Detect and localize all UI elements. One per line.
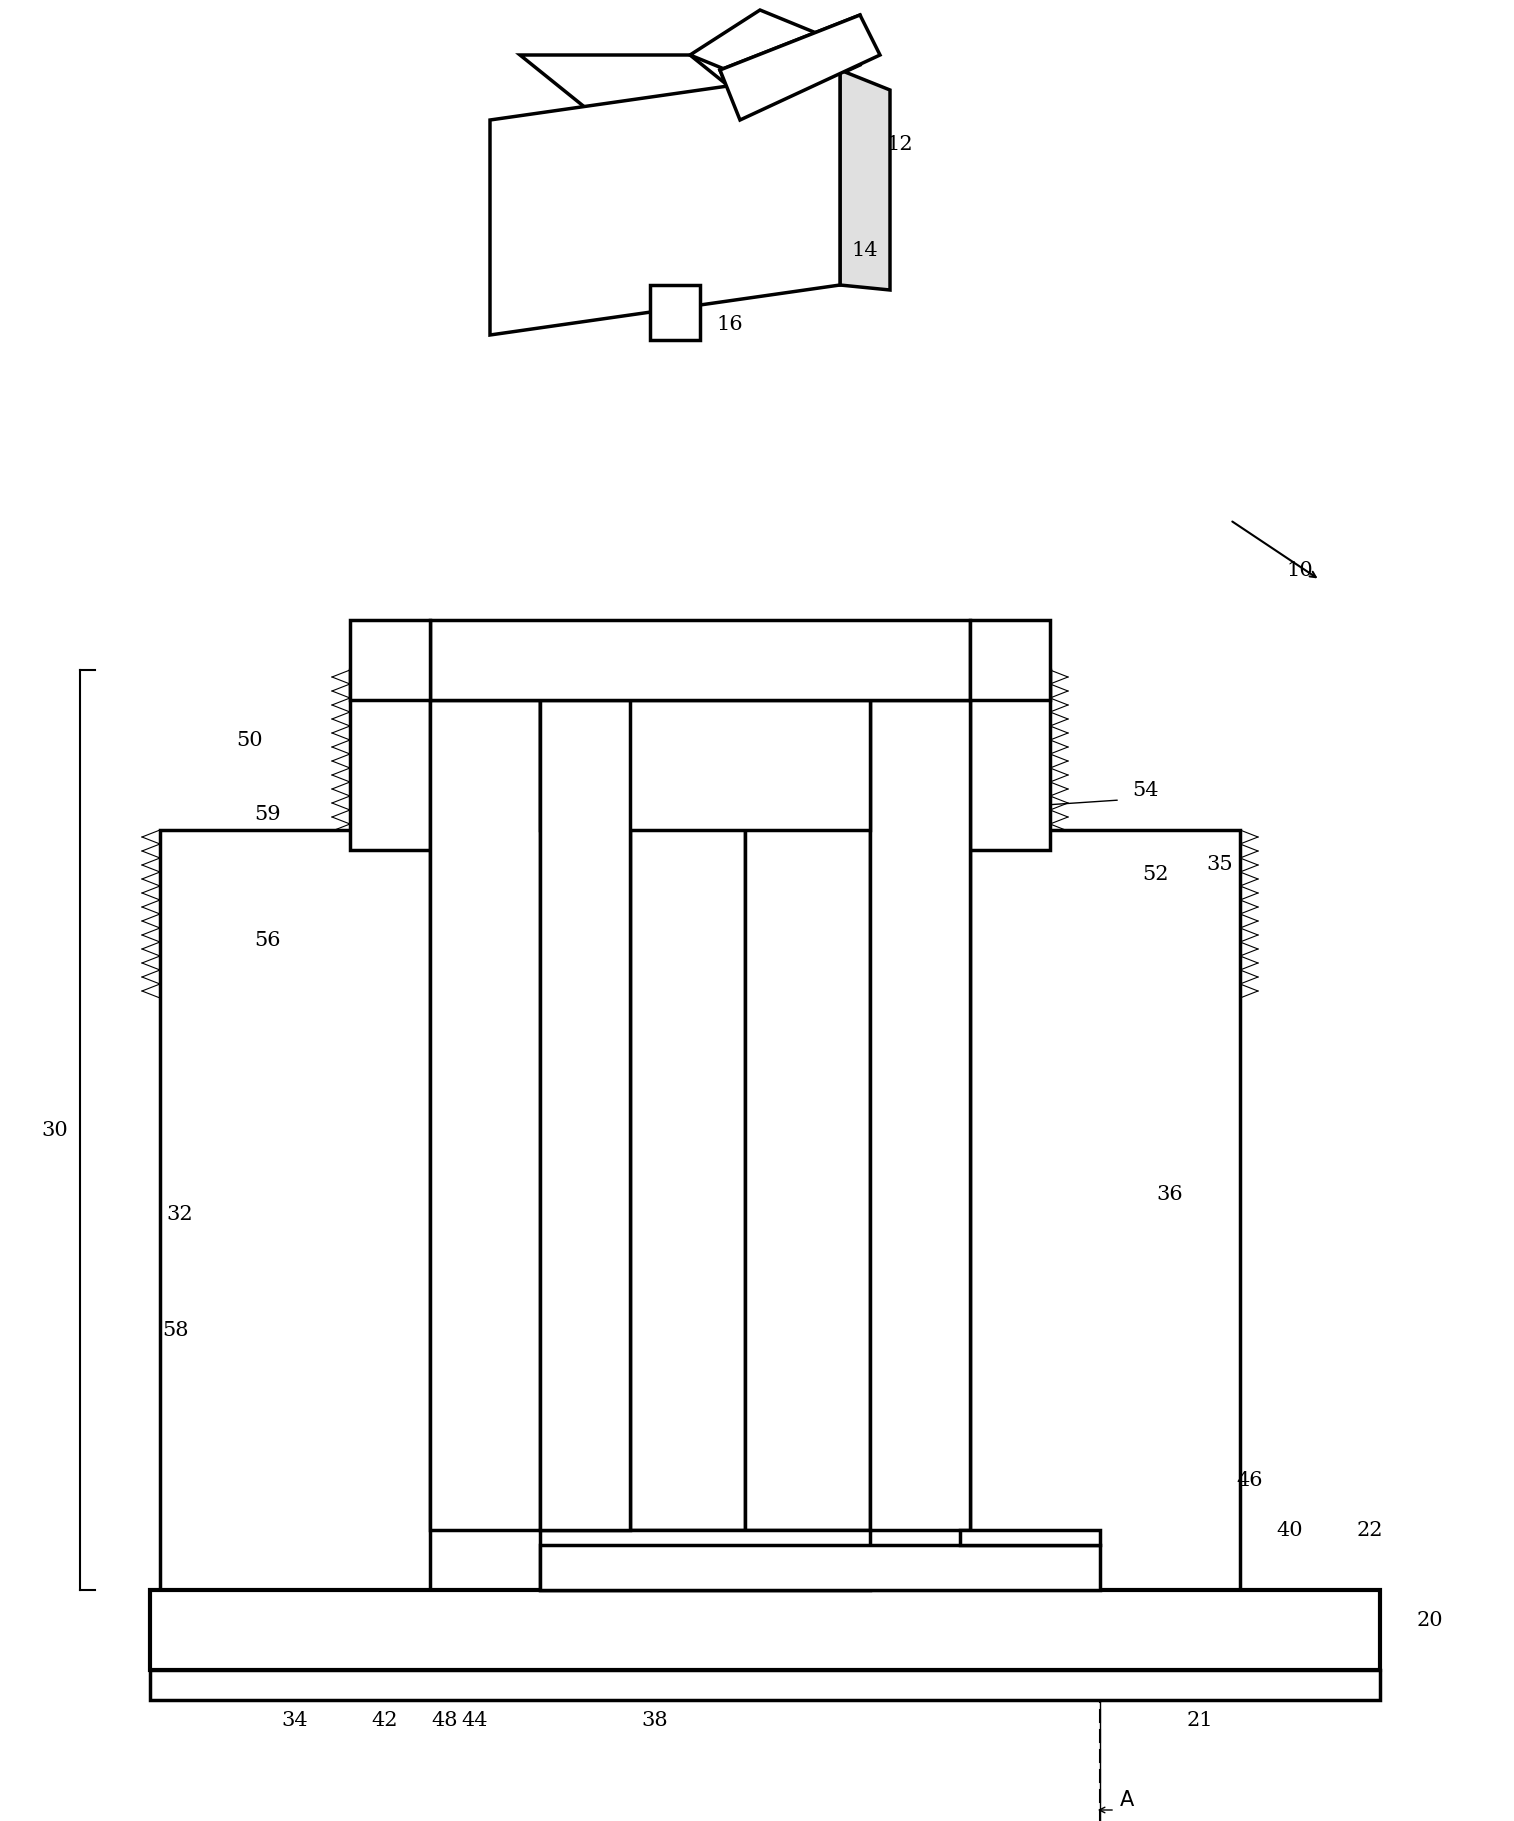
Polygon shape (650, 286, 699, 341)
Text: 50: 50 (236, 730, 263, 750)
Bar (350, 619, 430, 699)
Text: 32: 32 (167, 1206, 194, 1224)
Bar (430, 699, 970, 830)
Text: 22: 22 (1357, 1521, 1384, 1539)
Text: 54: 54 (1132, 781, 1158, 799)
Text: 35: 35 (1207, 856, 1234, 874)
Text: 59: 59 (254, 805, 282, 825)
Text: 56: 56 (254, 931, 282, 949)
Bar (150, 1590, 1379, 1670)
Text: 42: 42 (372, 1710, 398, 1730)
Text: 12: 12 (887, 135, 913, 155)
Text: 30: 30 (41, 1120, 68, 1140)
Bar (430, 699, 540, 1530)
Text: 48: 48 (431, 1710, 459, 1730)
Bar (150, 1670, 1379, 1701)
Text: 16: 16 (716, 315, 743, 335)
Text: A: A (1120, 1790, 1134, 1810)
Bar (871, 699, 970, 1530)
Bar (630, 699, 745, 1530)
Bar (540, 699, 630, 1530)
Text: 40: 40 (1276, 1521, 1304, 1539)
Text: 46: 46 (1237, 1471, 1263, 1490)
Text: A: A (1120, 1180, 1134, 1200)
Text: 10: 10 (1287, 561, 1313, 579)
Text: 36: 36 (1157, 1185, 1184, 1204)
Text: 21: 21 (1187, 1710, 1213, 1730)
Text: 38: 38 (642, 1710, 668, 1730)
Polygon shape (491, 69, 840, 335)
Bar (970, 670, 1051, 850)
Text: 52: 52 (1142, 865, 1169, 885)
Bar (160, 830, 430, 1590)
Bar (540, 1530, 871, 1590)
Text: 20: 20 (1417, 1610, 1443, 1630)
Text: 14: 14 (852, 240, 878, 260)
Bar (745, 699, 871, 1530)
Bar (970, 830, 1240, 1590)
Polygon shape (721, 15, 880, 120)
Bar (970, 619, 1051, 699)
Bar (540, 699, 871, 830)
Text: 44: 44 (462, 1710, 488, 1730)
Text: 58: 58 (162, 1320, 188, 1340)
Text: 34: 34 (282, 1710, 309, 1730)
Bar (540, 1544, 1101, 1590)
Bar (350, 670, 430, 850)
Bar (430, 619, 970, 699)
Bar (960, 1530, 1101, 1544)
Polygon shape (840, 69, 890, 290)
